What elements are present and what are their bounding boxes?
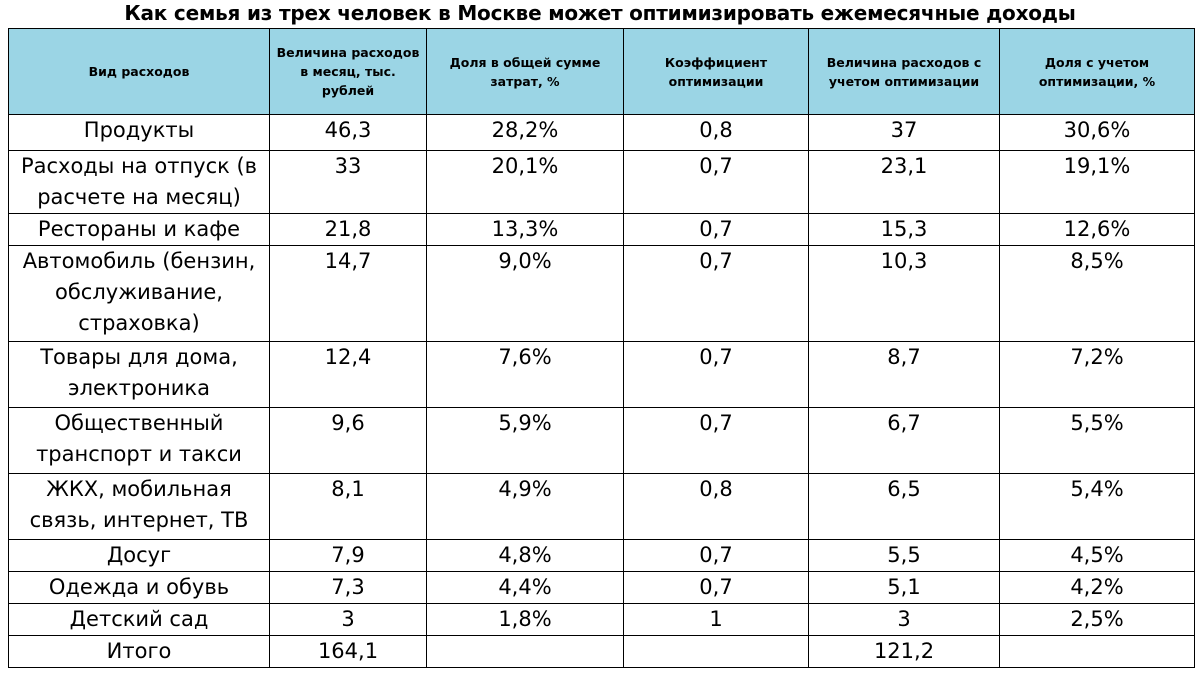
table-row: ЖКХ, мобильная связь, интернет, ТВ 8,1 4… bbox=[8, 473, 1195, 540]
share-cell: 4,8% bbox=[426, 539, 624, 572]
optimized-amount-cell: 37 bbox=[808, 114, 1000, 151]
total-optimized-amount-cell: 121,2 bbox=[808, 635, 1000, 668]
optimized-amount-cell: 8,7 bbox=[808, 341, 1000, 408]
share-cell: 20,1% bbox=[426, 150, 624, 214]
total-amount-cell: 164,1 bbox=[269, 635, 427, 668]
table-row: Общественный транспорт и такси 9,6 5,9% … bbox=[8, 407, 1195, 474]
category-cell: Расходы на отпуск (в расчете на месяц) bbox=[8, 150, 270, 214]
column-header-optimized-share: Доля с учетом оптимизации, % bbox=[999, 28, 1195, 115]
amount-cell: 46,3 bbox=[269, 114, 427, 151]
expenses-table: Вид расходов Величина расходов в месяц, … bbox=[8, 28, 1195, 668]
category-cell: Досуг bbox=[8, 539, 270, 572]
category-cell: Продукты bbox=[8, 114, 270, 151]
table-row: Одежда и обувь 7,3 4,4% 0,7 5,1 4,2% bbox=[8, 571, 1195, 604]
coefficient-cell: 0,8 bbox=[623, 114, 809, 151]
column-header-category: Вид расходов bbox=[8, 28, 270, 115]
amount-cell: 33 bbox=[269, 150, 427, 214]
optimized-amount-cell: 5,1 bbox=[808, 571, 1000, 604]
table-row: Расходы на отпуск (в расчете на месяц) 3… bbox=[8, 150, 1195, 214]
share-cell: 9,0% bbox=[426, 245, 624, 342]
optimized-amount-cell: 15,3 bbox=[808, 213, 1000, 246]
optimized-share-cell: 5,4% bbox=[999, 473, 1195, 540]
share-cell: 28,2% bbox=[426, 114, 624, 151]
column-header-amount: Величина расходов в месяц, тыс. рублей bbox=[269, 28, 427, 115]
coefficient-cell: 0,8 bbox=[623, 473, 809, 540]
optimized-amount-cell: 6,5 bbox=[808, 473, 1000, 540]
share-cell: 4,9% bbox=[426, 473, 624, 540]
category-cell: Автомобиль (бензин, обслуживание, страхо… bbox=[8, 245, 270, 342]
column-header-share: Доля в общей сумме затрат, % bbox=[426, 28, 624, 115]
amount-cell: 12,4 bbox=[269, 341, 427, 408]
share-cell: 13,3% bbox=[426, 213, 624, 246]
share-cell: 1,8% bbox=[426, 603, 624, 636]
total-optimized-share-cell bbox=[999, 635, 1195, 668]
optimized-share-cell: 2,5% bbox=[999, 603, 1195, 636]
optimized-share-cell: 5,5% bbox=[999, 407, 1195, 474]
table-row: Продукты 46,3 28,2% 0,8 37 30,6% bbox=[8, 114, 1195, 151]
amount-cell: 9,6 bbox=[269, 407, 427, 474]
coefficient-cell: 0,7 bbox=[623, 341, 809, 408]
optimized-share-cell: 30,6% bbox=[999, 114, 1195, 151]
table-row: Досуг 7,9 4,8% 0,7 5,5 4,5% bbox=[8, 539, 1195, 572]
table-row: Детский сад 3 1,8% 1 3 2,5% bbox=[8, 603, 1195, 636]
table-row: Товары для дома, электроника 12,4 7,6% 0… bbox=[8, 341, 1195, 408]
table-header-row: Вид расходов Величина расходов в месяц, … bbox=[8, 28, 1195, 115]
amount-cell: 14,7 bbox=[269, 245, 427, 342]
optimized-share-cell: 19,1% bbox=[999, 150, 1195, 214]
category-cell: Одежда и обувь bbox=[8, 571, 270, 604]
table-row: Автомобиль (бензин, обслуживание, страхо… bbox=[8, 245, 1195, 342]
share-cell: 4,4% bbox=[426, 571, 624, 604]
coefficient-cell: 0,7 bbox=[623, 150, 809, 214]
category-cell: Товары для дома, электроника bbox=[8, 341, 270, 408]
optimized-share-cell: 12,6% bbox=[999, 213, 1195, 246]
amount-cell: 21,8 bbox=[269, 213, 427, 246]
coefficient-cell: 0,7 bbox=[623, 571, 809, 604]
amount-cell: 3 bbox=[269, 603, 427, 636]
share-cell: 7,6% bbox=[426, 341, 624, 408]
optimized-share-cell: 4,5% bbox=[999, 539, 1195, 572]
amount-cell: 8,1 bbox=[269, 473, 427, 540]
column-header-coefficient: Коэффициент оптимизации bbox=[623, 28, 809, 115]
total-row: Итого 164,1 121,2 bbox=[8, 635, 1195, 668]
coefficient-cell: 0,7 bbox=[623, 539, 809, 572]
optimized-amount-cell: 3 bbox=[808, 603, 1000, 636]
amount-cell: 7,3 bbox=[269, 571, 427, 604]
optimized-amount-cell: 6,7 bbox=[808, 407, 1000, 474]
total-label-cell: Итого bbox=[8, 635, 270, 668]
optimized-amount-cell: 5,5 bbox=[808, 539, 1000, 572]
column-header-optimized-amount: Величина расходов с учетом оптимизации bbox=[808, 28, 1000, 115]
optimized-amount-cell: 10,3 bbox=[808, 245, 1000, 342]
coefficient-cell: 1 bbox=[623, 603, 809, 636]
total-coefficient-cell bbox=[623, 635, 809, 668]
coefficient-cell: 0,7 bbox=[623, 407, 809, 474]
table-row: Рестораны и кафе 21,8 13,3% 0,7 15,3 12,… bbox=[8, 213, 1195, 246]
category-cell: Детский сад bbox=[8, 603, 270, 636]
coefficient-cell: 0,7 bbox=[623, 213, 809, 246]
optimized-amount-cell: 23,1 bbox=[808, 150, 1000, 214]
amount-cell: 7,9 bbox=[269, 539, 427, 572]
total-share-cell bbox=[426, 635, 624, 668]
category-cell: ЖКХ, мобильная связь, интернет, ТВ bbox=[8, 473, 270, 540]
category-cell: Рестораны и кафе bbox=[8, 213, 270, 246]
optimized-share-cell: 4,2% bbox=[999, 571, 1195, 604]
page-title: Как семья из трех человек в Москве может… bbox=[124, 1, 1076, 25]
coefficient-cell: 0,7 bbox=[623, 245, 809, 342]
optimized-share-cell: 8,5% bbox=[999, 245, 1195, 342]
optimized-share-cell: 7,2% bbox=[999, 341, 1195, 408]
share-cell: 5,9% bbox=[426, 407, 624, 474]
category-cell: Общественный транспорт и такси bbox=[8, 407, 270, 474]
